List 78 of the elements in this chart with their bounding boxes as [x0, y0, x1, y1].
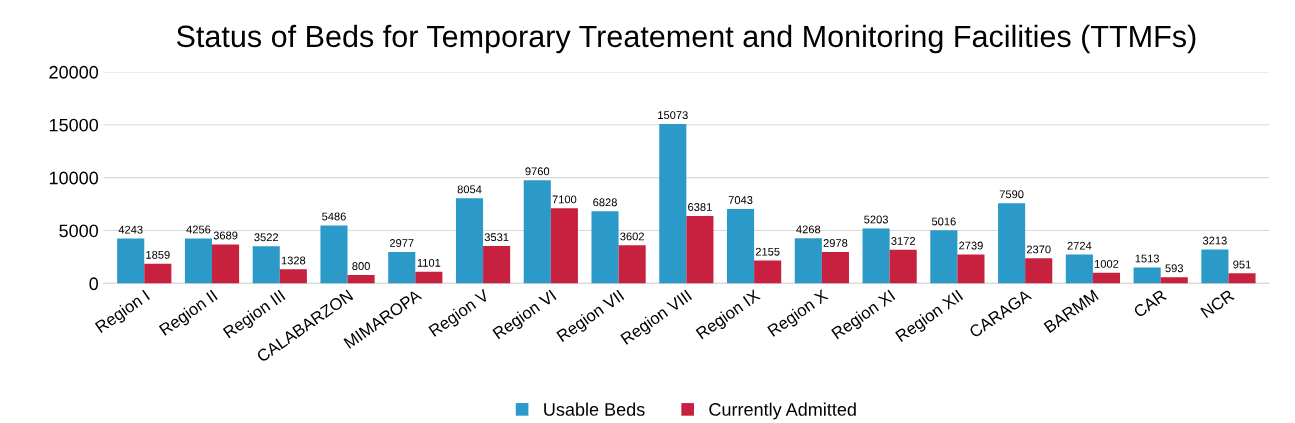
- data-label: 6828: [593, 198, 617, 207]
- data-label: 1328: [281, 256, 306, 265]
- data-label: 7043: [728, 196, 753, 204]
- bar: [1025, 258, 1053, 284]
- bar: [591, 211, 619, 284]
- data-label: 3602: [620, 232, 644, 241]
- data-label: 3213: [1202, 236, 1227, 245]
- y-tick-label: 10000: [49, 171, 99, 185]
- bar: [320, 225, 348, 284]
- bar: [889, 249, 917, 284]
- data-label: 2370: [1026, 245, 1051, 254]
- bar: [184, 238, 213, 284]
- bar: [794, 238, 822, 284]
- data-label: 2739: [959, 241, 983, 250]
- data-label: 4256: [186, 225, 211, 234]
- data-label: 7100: [552, 195, 577, 204]
- bar: [930, 230, 958, 284]
- data-label: 4268: [796, 225, 821, 234]
- bar: [727, 208, 755, 284]
- legend-label: Currently Admitted: [709, 402, 856, 420]
- bar: [550, 208, 578, 284]
- data-label: 1002: [1094, 259, 1119, 268]
- bar: [754, 260, 782, 284]
- bar: [998, 203, 1026, 284]
- bar: [117, 238, 145, 284]
- y-tick-label: 5000: [59, 224, 99, 238]
- data-label: 9760: [525, 167, 550, 176]
- data-label: 5203: [864, 215, 888, 224]
- bar: [1160, 277, 1188, 284]
- bar: [1065, 254, 1093, 284]
- legend-label: Usable Beds: [544, 402, 645, 416]
- x-tick-label: NCR: [1200, 289, 1235, 319]
- x-tick-label: CAR: [1132, 289, 1168, 318]
- data-label: 6381: [688, 203, 712, 211]
- data-label: 2977: [389, 239, 414, 247]
- data-label: 7590: [999, 190, 1024, 199]
- data-label: 8054: [457, 185, 482, 194]
- data-label: 5016: [931, 217, 956, 226]
- bar: [862, 228, 890, 284]
- bar: [1228, 273, 1256, 284]
- bar: [212, 244, 240, 284]
- data-label: 1859: [146, 250, 170, 259]
- bar: [455, 198, 484, 284]
- bar: [388, 251, 416, 284]
- data-label: 1101: [417, 258, 441, 267]
- data-label: 2155: [755, 247, 780, 256]
- bar: [659, 124, 687, 284]
- data-label: 1513: [1135, 254, 1159, 263]
- bar: [347, 274, 375, 284]
- y-tick-label: 0: [89, 277, 99, 291]
- bar: [1092, 272, 1121, 284]
- bar: [279, 269, 307, 284]
- data-label: 951: [1233, 260, 1251, 269]
- y-tick-label: 20000: [49, 65, 99, 79]
- bar: [618, 245, 646, 284]
- data-label: 2978: [823, 239, 848, 247]
- data-label: 3172: [891, 237, 915, 245]
- y-tick-label: 15000: [49, 118, 99, 132]
- data-label: 3689: [213, 231, 238, 240]
- data-label: 5486: [322, 212, 346, 221]
- data-label: 800: [352, 262, 370, 270]
- bar: [144, 263, 172, 284]
- data-label: 2724: [1067, 241, 1092, 250]
- data-label: 3522: [254, 233, 279, 242]
- bar: [686, 215, 714, 284]
- data-label: 3531: [484, 233, 509, 242]
- bar: [1133, 267, 1161, 284]
- data-label: 4243: [118, 225, 143, 234]
- bar: [1201, 249, 1229, 284]
- bar: [483, 246, 511, 284]
- chart-title: Status of Beds for Temporary Treatement and Monitoring Facilities (TTMFs): [176, 24, 1196, 54]
- bar: [415, 271, 443, 284]
- data-label: 593: [1165, 264, 1184, 273]
- bar: [821, 251, 849, 284]
- bar: [252, 246, 280, 284]
- bar: [523, 180, 551, 284]
- bar: [957, 254, 985, 284]
- data-label: 15073: [658, 111, 688, 120]
